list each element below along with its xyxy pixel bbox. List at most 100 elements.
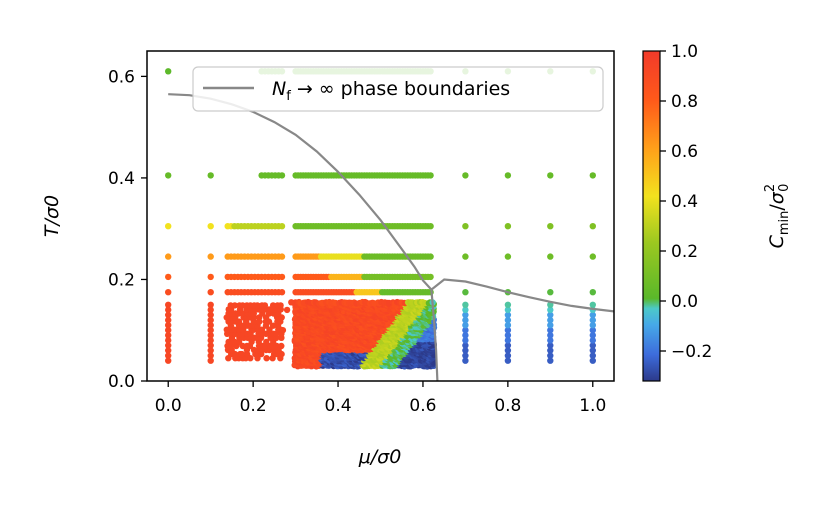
data-point <box>165 172 172 179</box>
data-point <box>427 253 434 260</box>
data-point <box>462 306 469 314</box>
data-point <box>504 347 512 354</box>
data-point <box>589 253 596 260</box>
data-point <box>504 301 512 308</box>
data-point <box>207 347 214 354</box>
data-point <box>207 352 214 359</box>
data-point <box>504 337 512 344</box>
data-point <box>223 326 230 333</box>
data-point <box>589 342 596 349</box>
data-point <box>547 316 554 324</box>
data-point <box>207 306 214 314</box>
data-point <box>207 223 214 230</box>
data-point <box>504 311 512 319</box>
data-point <box>547 332 554 339</box>
data-point <box>462 316 469 324</box>
x-tick-label: 0.6 <box>409 396 436 416</box>
legend-label: Nf → ∞ phase boundaries <box>272 78 510 104</box>
data-point <box>165 289 172 296</box>
colorbar-label-sub: min <box>777 211 792 236</box>
data-point <box>207 327 214 334</box>
colorbar-tick-label: 0.6 <box>671 142 698 162</box>
colorbar: 1.0 0.8 0.6 0.4 0.2 0.0 −0.2 Cmin/σ20 <box>642 42 792 382</box>
y-tick-label: 0.4 <box>108 169 135 189</box>
data-point <box>258 326 266 333</box>
data-point <box>427 172 434 179</box>
colorbar-ticks: 1.0 0.8 0.6 0.4 0.2 0.0 −0.2 <box>660 42 712 362</box>
data-point <box>277 302 284 309</box>
data-point <box>165 316 172 324</box>
data-point <box>207 316 214 324</box>
data-point <box>504 306 512 314</box>
data-point <box>207 289 214 296</box>
colorbar-label-denom-sub: 0 <box>777 184 792 192</box>
data-point <box>547 342 554 349</box>
data-point <box>165 306 172 314</box>
data-point <box>547 347 554 354</box>
y-tick-label: 0.6 <box>108 67 135 87</box>
data-point <box>462 352 469 359</box>
data-point <box>207 322 214 329</box>
data-point <box>589 316 596 324</box>
y-tick-label: 0.0 <box>108 372 135 392</box>
data-point <box>462 327 469 334</box>
data-point <box>504 332 512 339</box>
data-point <box>283 306 291 314</box>
scatter-points <box>165 68 596 370</box>
data-point <box>165 337 172 344</box>
data-point <box>165 301 172 308</box>
data-point <box>462 342 469 349</box>
data-point <box>589 347 596 354</box>
colorbar-tick-label: 0.4 <box>671 192 698 212</box>
colorbar-label-main: C <box>766 234 788 248</box>
y-axis-ticks: 0.0 0.2 0.4 0.6 <box>108 67 147 392</box>
data-point <box>589 322 596 329</box>
data-point <box>231 302 238 309</box>
boundary-curve-lower <box>430 278 614 313</box>
data-point <box>547 311 554 319</box>
data-point <box>504 327 512 334</box>
data-point <box>504 342 512 349</box>
data-point <box>165 342 172 349</box>
colorbar-label: Cmin/σ20 <box>763 184 792 249</box>
data-point <box>504 352 512 359</box>
x-tick-label: 0.2 <box>240 396 267 416</box>
plot-frame <box>146 50 615 382</box>
data-point <box>589 352 596 359</box>
legend: Nf → ∞ phase boundaries <box>192 66 604 112</box>
data-point <box>462 337 469 344</box>
data-point <box>207 357 214 364</box>
data-point <box>462 347 469 354</box>
data-point <box>504 253 512 260</box>
data-point <box>235 318 243 325</box>
data-point <box>165 352 172 359</box>
data-point <box>250 346 258 354</box>
data-point <box>504 172 512 179</box>
x-axis-label: μ/σ0 <box>358 446 402 468</box>
legend-label-rest: → ∞ phase boundaries <box>291 78 510 100</box>
data-point <box>269 322 277 329</box>
data-point <box>165 347 172 354</box>
data-point <box>589 337 596 344</box>
data-point <box>462 301 469 308</box>
data-point <box>547 289 554 296</box>
data-point <box>165 327 172 334</box>
data-point <box>207 332 214 339</box>
data-point <box>462 332 469 339</box>
data-point <box>207 172 214 179</box>
data-point <box>547 357 554 364</box>
colorbar-tick-label: −0.2 <box>671 342 712 362</box>
data-point <box>547 352 554 359</box>
data-point <box>278 223 286 230</box>
data-point <box>547 322 554 329</box>
data-point <box>207 337 214 344</box>
data-point <box>427 273 434 281</box>
colorbar-tick-label: 0.8 <box>671 92 698 112</box>
colorbar-label-slash: / <box>766 204 788 211</box>
data-point <box>589 311 596 319</box>
data-point <box>547 253 554 260</box>
data-point <box>165 273 172 281</box>
data-point <box>547 327 554 334</box>
colorbar-tick-label: 1.0 <box>671 42 698 62</box>
